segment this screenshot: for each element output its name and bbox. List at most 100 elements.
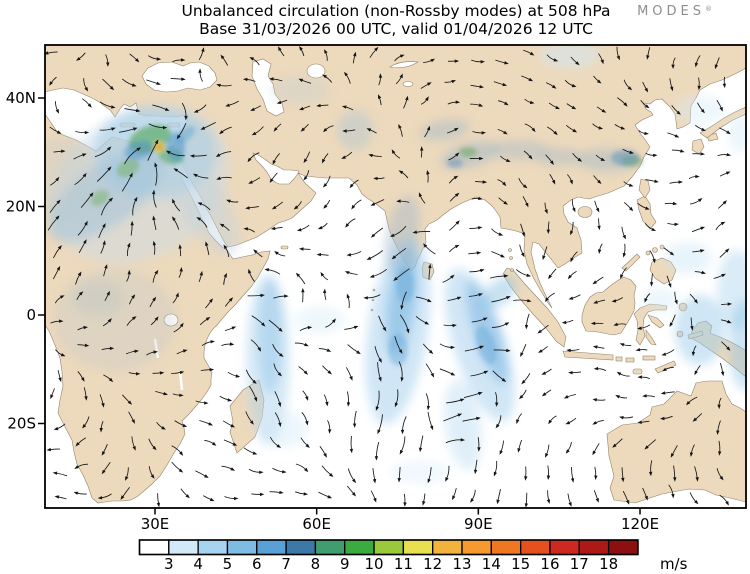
x-tick-label: 120E — [621, 515, 659, 533]
wind-arrow-head — [135, 58, 140, 63]
wind-arrow-head — [296, 228, 302, 232]
wind-arrow-head — [568, 371, 573, 375]
wind-arrow-head — [403, 502, 407, 507]
wind-arrow-head — [182, 349, 188, 353]
visayas-island — [659, 244, 665, 250]
wind-arrow-head — [695, 477, 699, 482]
wind-arrow-head — [529, 51, 535, 56]
colorbar-cell — [226, 539, 258, 556]
wind-arrow-head — [550, 160, 554, 165]
wind-arrow-head — [478, 293, 483, 297]
wind-arrow-head — [382, 326, 387, 332]
wind-arrow-head — [454, 127, 459, 132]
colorbar-tick-label: 13 — [452, 555, 471, 573]
wind-arrow-head — [553, 130, 558, 136]
wind-arrow-head — [106, 62, 110, 67]
wind-arrow-head — [341, 155, 346, 159]
wind-arrow-head — [120, 495, 125, 500]
honshu — [699, 106, 746, 139]
wind-arrow-head — [299, 247, 304, 251]
wind-arrow-head — [553, 58, 559, 62]
wind-arrow-head — [493, 471, 497, 477]
wind-arrow-head — [259, 470, 264, 474]
wind-arrow-head — [653, 153, 658, 158]
wind-arrow-head — [669, 251, 675, 256]
wind-arrow-head — [451, 80, 456, 84]
wind-arrow-head — [136, 372, 141, 376]
wind-arrow-head — [592, 398, 598, 402]
wind-arrow-head — [210, 340, 215, 344]
wind-arrow-head — [179, 451, 184, 456]
wind-arrow-head — [363, 296, 368, 300]
modes-logo: MODES® — [637, 4, 712, 19]
wind-arrow-head — [131, 294, 136, 299]
wind-arrow-head — [504, 61, 509, 65]
wind-arrow-head — [74, 465, 79, 469]
wind-arrow-head — [269, 178, 274, 183]
wind-arrow-head — [565, 421, 571, 425]
wind-arrow-head — [129, 172, 133, 178]
taiwan — [638, 178, 651, 199]
wind-arrow-head — [59, 319, 64, 323]
wind-arrow-head — [445, 477, 449, 482]
wind-arrow-head — [349, 183, 354, 189]
wind-arrow-head — [692, 417, 698, 422]
wind-arrow-head — [678, 180, 683, 184]
wind-arrow-head — [725, 171, 731, 175]
wind-arrow-head — [131, 83, 137, 87]
wind-arrow-head — [645, 206, 650, 210]
wind-arrow-head — [84, 86, 89, 92]
wind-arrow-head — [455, 220, 460, 225]
wind-arrow-head — [400, 305, 404, 310]
australia — [606, 380, 746, 504]
wind-arrow-head — [520, 352, 524, 357]
wind-arrow-head — [495, 423, 500, 429]
wind-arrow-head — [76, 57, 81, 61]
wind-arrow-head — [506, 158, 511, 162]
wind-arrow-head — [56, 199, 61, 204]
wind-arrow-head — [82, 424, 87, 429]
wind-arrow-head — [152, 240, 157, 246]
wind-arrow-head — [369, 274, 375, 278]
wind-arrow-head — [644, 131, 649, 136]
wind-arrow-head — [541, 392, 547, 397]
colorbar-tick-label: 3 — [164, 555, 174, 573]
wind-arrow-head — [600, 157, 606, 161]
wind-arrow-head — [399, 449, 404, 455]
persian-gulf — [252, 152, 300, 185]
wind-arrow-head — [455, 100, 461, 104]
maldives-atoll — [372, 288, 376, 292]
wind-arrow-head — [668, 283, 672, 288]
wind-arrow-head — [54, 495, 60, 499]
chart-title: Unbalanced circulation (non-Rossby modes… — [182, 2, 611, 20]
wind-arrow-head — [422, 501, 426, 506]
wind-arrow-head — [55, 176, 60, 182]
wind-arrow-head — [102, 223, 106, 228]
wind-arrow-head — [577, 157, 583, 162]
wind-arrow-head — [82, 172, 87, 178]
y-tick-label: 20S — [7, 415, 36, 433]
wind-arrow-head — [109, 85, 115, 91]
wind-arrow-head — [718, 451, 722, 456]
colorbar-cell — [168, 539, 199, 556]
colorbar-tick-label: 6 — [252, 555, 262, 573]
wind-arrow-head — [427, 82, 432, 86]
wind-arrow-head — [504, 322, 510, 326]
wind-arrow-head — [400, 377, 404, 382]
wind-arrow-head — [84, 396, 88, 401]
wind-arrow-head — [53, 426, 59, 431]
wind-arrow-head — [216, 176, 221, 180]
wind-arrow-head — [209, 497, 215, 502]
wind-arrow-head — [473, 469, 478, 475]
wind-arrow-head — [189, 154, 195, 158]
wind-arrow-head — [226, 199, 231, 203]
wind-arrow-head — [521, 232, 525, 237]
wind-arrow-head — [154, 162, 158, 167]
wind-arrow-head — [622, 234, 626, 240]
colorbar-tick-label: 12 — [423, 555, 442, 573]
wind-arrow-head — [323, 128, 328, 133]
wind-arrow-head — [84, 220, 88, 226]
wind-arrow-head — [594, 475, 598, 480]
wind-arrow-head — [219, 223, 225, 228]
wind-arrow-head — [323, 453, 327, 458]
